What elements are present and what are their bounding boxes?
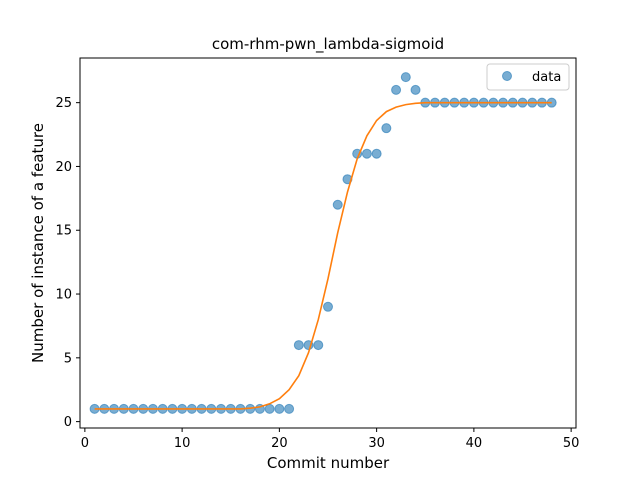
data-point [391, 84, 402, 95]
y-tick-label: 10 [55, 288, 72, 303]
chart-title: com-rhm-pwn_lambda-sigmoid [212, 35, 444, 54]
plot-frame [79, 57, 577, 429]
x-tick-label: 20 [271, 436, 288, 451]
data-point [274, 403, 285, 414]
y-axis-label: Number of instance of a feature [29, 123, 47, 363]
data-point [361, 148, 372, 159]
x-axis: 0 10 20 30 40 50 [81, 428, 580, 451]
data-point [332, 199, 343, 210]
y-tick-label: 0 [64, 415, 72, 430]
data-point [293, 340, 304, 351]
y-tick-label: 25 [55, 96, 72, 111]
data-point [323, 301, 333, 312]
data-point [264, 403, 275, 414]
data-point [284, 403, 295, 414]
y-tick-label: 20 [55, 160, 72, 175]
legend-label-data: data [532, 70, 561, 85]
y-tick-label: 15 [55, 224, 72, 239]
legend-marker-data [502, 71, 512, 81]
x-tick-label: 40 [466, 436, 483, 451]
x-tick-label: 50 [563, 436, 580, 451]
legend-box [486, 63, 570, 91]
plot-area [89, 72, 557, 414]
legend: data [486, 63, 570, 91]
x-tick-label: 10 [174, 436, 191, 451]
data-point [381, 123, 392, 134]
y-tick-label: 5 [64, 351, 72, 366]
data-point [400, 72, 411, 83]
data-point [371, 148, 382, 159]
x-tick-label: 30 [368, 436, 385, 451]
x-axis-label: Commit number [267, 454, 390, 472]
data-point [410, 84, 421, 95]
data-point [313, 340, 324, 351]
y-axis: 0 5 10 15 20 25 [55, 96, 80, 430]
sigmoid-fit-line [94, 101, 552, 410]
x-tick-label: 0 [81, 436, 89, 451]
